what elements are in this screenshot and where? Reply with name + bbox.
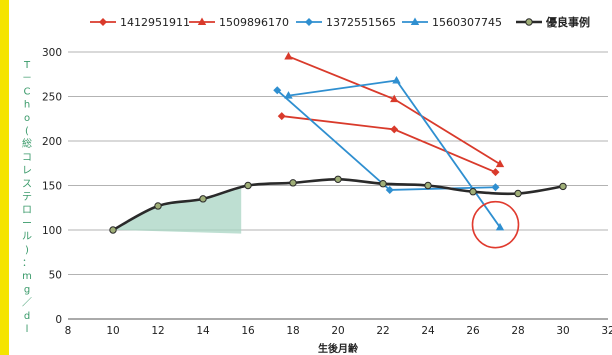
y-axis-label-char: コ xyxy=(22,152,32,163)
shaded-region xyxy=(113,187,242,234)
data-point-diamond xyxy=(491,168,500,177)
data-point-circle xyxy=(244,181,252,190)
legend-item: 1560307745 xyxy=(402,16,502,29)
data-point-triangle xyxy=(284,51,293,60)
data-point-diamond xyxy=(491,183,500,192)
annotations xyxy=(471,200,520,249)
legend-item: 優良事例 xyxy=(516,15,590,29)
series-優良事例 xyxy=(109,175,567,234)
x-tick-label: 18 xyxy=(286,325,299,337)
legend-label: 優良事例 xyxy=(545,15,590,29)
data-point-triangle xyxy=(495,159,505,168)
data-point-circle xyxy=(424,181,432,190)
axes: 0 50 100 150 200 250 300 8 10 12 14 16 18 20 22 24 26 28 3… xyxy=(22,47,612,337)
data-point-diamond xyxy=(277,112,286,121)
y-axis-label-char: C xyxy=(24,86,31,97)
y-tick-label: 150 xyxy=(42,181,62,193)
series-line xyxy=(288,55,501,165)
x-tick-label: 26 xyxy=(466,325,480,337)
y-axis-label-char: ス xyxy=(22,179,32,190)
y-axis-label-char: ー xyxy=(22,218,32,229)
y-axis-label-char: 総 xyxy=(22,137,32,150)
legend: 1412951911 1509896170 1372551565 1560307745… xyxy=(90,15,590,29)
data-point-circle xyxy=(334,175,342,183)
legend-item: 1372551565 xyxy=(296,16,396,29)
left-accent-bar xyxy=(0,0,9,355)
series-line xyxy=(281,115,496,173)
series-lines xyxy=(109,51,567,234)
series-1372551565 xyxy=(273,86,500,194)
y-axis-label-char: ) xyxy=(25,245,29,256)
legend-label: 1560307745 xyxy=(432,16,502,29)
x-tick-label: 30 xyxy=(556,325,569,337)
gridlines xyxy=(68,51,608,320)
x-axis-label: 生後月齢 xyxy=(318,342,359,355)
data-point-triangle xyxy=(495,222,505,231)
x-tick-label: 24 xyxy=(421,325,435,337)
x-tick-label: 10 xyxy=(106,325,119,337)
data-point-circle xyxy=(199,195,207,203)
series-1560307745 xyxy=(284,75,505,231)
y-axis-label-char: － xyxy=(22,73,32,84)
legend-item: 1412951911 xyxy=(90,16,190,29)
data-point-diamond xyxy=(385,185,394,194)
y-axis-label-char: m xyxy=(22,271,32,282)
x-tick-label: 12 xyxy=(151,325,164,337)
data-point-triangle xyxy=(390,94,399,103)
y-tick-label: 250 xyxy=(42,92,62,104)
y-tick-label: 100 xyxy=(42,225,62,237)
legend-label: 1372551565 xyxy=(326,16,396,29)
legend-label: 1412951911 xyxy=(120,16,190,29)
legend-item: 1509896170 xyxy=(189,16,289,29)
data-point-triangle xyxy=(197,17,207,25)
x-tick-label: 22 xyxy=(376,325,389,337)
data-point-circle xyxy=(469,188,477,196)
y-tick-label: 300 xyxy=(42,47,62,59)
legend-label: 1509896170 xyxy=(219,16,289,29)
series-1412951911 xyxy=(277,112,500,177)
y-axis-label-char: ロ xyxy=(22,205,32,216)
y-axis-label-char: ： xyxy=(22,258,32,269)
data-point-circle xyxy=(109,226,117,234)
series-line xyxy=(288,79,501,228)
x-tick-label: 8 xyxy=(65,325,72,337)
data-point-circle xyxy=(525,18,533,26)
data-point-diamond xyxy=(99,18,107,26)
x-tick-label: 20 xyxy=(331,325,344,337)
shaded-area xyxy=(113,187,242,234)
x-tick-label: 28 xyxy=(511,325,524,337)
y-axis-label-char: ／ xyxy=(22,297,32,309)
x-tick-label: 14 xyxy=(196,325,210,337)
x-tick-label: 16 xyxy=(241,325,255,337)
y-tick-label: 50 xyxy=(49,270,62,282)
data-point-triangle xyxy=(410,17,420,25)
y-axis-label-char: g xyxy=(24,284,30,295)
data-point-circle xyxy=(559,182,567,191)
data-point-triangle xyxy=(284,91,293,99)
data-point-triangle xyxy=(392,75,401,84)
y-axis-label-char: l xyxy=(26,324,29,335)
y-tick-label: 200 xyxy=(42,136,62,148)
x-tick-label: 32 xyxy=(601,325,612,337)
highlight-circle xyxy=(471,200,520,249)
y-axis-label-char: T xyxy=(23,60,31,71)
data-point-diamond xyxy=(305,18,313,26)
data-point-circle xyxy=(379,180,387,188)
data-point-circle xyxy=(514,189,522,198)
y-axis-label-char: ( xyxy=(25,126,29,137)
y-axis-label-char: ル xyxy=(22,232,32,243)
y-axis-label-char: テ xyxy=(22,192,32,203)
y-axis-label-char: o xyxy=(24,113,30,124)
data-point-diamond xyxy=(390,125,399,134)
y-axis-label-char: h xyxy=(24,100,30,111)
y-tick-label: 0 xyxy=(55,314,62,326)
y-axis-label-char: d xyxy=(24,311,30,322)
data-point-circle xyxy=(154,202,162,210)
y-axis-label-char: レ xyxy=(22,166,32,177)
data-point-diamond xyxy=(273,86,282,95)
series-1509896170 xyxy=(284,51,505,168)
data-point-circle xyxy=(289,179,297,187)
